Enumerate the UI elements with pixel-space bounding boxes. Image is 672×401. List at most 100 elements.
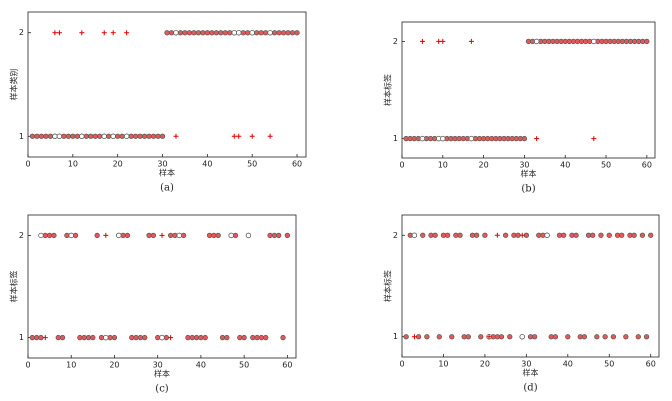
- circle-marker: [241, 334, 247, 341]
- x-tick-label: 0: [399, 360, 404, 369]
- circle-marker: [594, 334, 600, 340]
- circle-marker: [92, 133, 98, 139]
- circle-marker: [561, 232, 567, 238]
- x-tick-label: 50: [604, 360, 614, 369]
- circle-marker: [219, 334, 226, 341]
- circle-marker: [643, 334, 650, 340]
- plus-marker: [231, 133, 237, 139]
- circle-marker: [473, 232, 480, 238]
- circle-marker: [519, 334, 525, 340]
- circle-marker: [29, 133, 36, 139]
- circle-marker: [43, 133, 49, 139]
- circle-marker: [155, 334, 161, 341]
- y-tick-label: 2: [393, 231, 398, 240]
- circle-marker: [59, 334, 66, 341]
- x-tick-label: 10: [438, 360, 448, 369]
- circle-marker: [77, 334, 83, 341]
- circle-marker: [276, 30, 282, 36]
- x-tick-label: 0: [25, 160, 30, 169]
- circle-marker: [523, 232, 530, 238]
- circle-marker: [111, 334, 118, 341]
- circle-marker: [232, 232, 239, 239]
- circle-marker: [449, 334, 455, 340]
- plot-frame: [401, 214, 660, 358]
- x-tick-label: 40: [563, 360, 573, 369]
- circle-marker: [81, 334, 87, 341]
- circle-marker: [436, 334, 442, 340]
- y-tick-label: 1: [393, 332, 398, 341]
- circle-marker: [602, 334, 608, 340]
- plus-marker: [440, 38, 446, 44]
- circle-marker: [245, 232, 252, 239]
- circle-marker: [635, 334, 641, 340]
- circle-marker: [478, 334, 484, 340]
- circle-marker: [202, 334, 208, 341]
- plot-frame: [27, 11, 307, 158]
- circle-marker: [403, 334, 409, 340]
- plus-marker: [519, 232, 525, 238]
- circle-marker: [116, 232, 122, 239]
- circle-marker: [98, 334, 105, 341]
- circle-marker: [213, 30, 219, 36]
- circle-marker: [34, 133, 40, 139]
- circle-marker: [123, 133, 130, 139]
- circle-marker: [146, 232, 152, 239]
- circle-marker: [107, 334, 113, 341]
- circle-marker: [186, 30, 193, 36]
- x-axis-label: 样本: [523, 368, 539, 378]
- circle-marker: [211, 232, 217, 239]
- circle-marker: [120, 232, 126, 239]
- circle-marker: [65, 133, 72, 139]
- plus-marker: [168, 335, 174, 341]
- circle-marker: [209, 30, 215, 36]
- circle-marker: [56, 133, 63, 139]
- y-axis-label: 样本标签: [383, 270, 393, 302]
- circle-marker: [619, 232, 625, 238]
- plus-marker: [419, 38, 425, 44]
- y-tick-label: 2: [19, 231, 24, 240]
- circle-marker: [289, 30, 296, 36]
- circle-marker: [258, 334, 265, 341]
- circle-marker: [33, 334, 40, 341]
- plus-marker: [486, 334, 492, 340]
- x-axis-label: 样本: [521, 169, 537, 179]
- plot-frame: [401, 21, 656, 159]
- plus-marker: [173, 133, 179, 139]
- circle-marker: [267, 232, 273, 239]
- plus-marker: [103, 232, 109, 238]
- y-tick-label: 1: [393, 134, 398, 143]
- circle-marker: [176, 232, 182, 239]
- caption: (c): [155, 384, 169, 395]
- circle-marker: [590, 232, 596, 238]
- x-tick-label: 20: [113, 160, 123, 169]
- circle-marker: [97, 133, 103, 139]
- circle-marker: [581, 334, 588, 340]
- circle-marker: [631, 232, 637, 238]
- circle-marker: [206, 232, 213, 239]
- x-axis-label: 样本: [159, 168, 175, 178]
- circle-marker: [29, 334, 35, 341]
- circle-marker: [231, 30, 237, 36]
- circle-marker: [502, 232, 509, 238]
- x-axis-label: 样本: [154, 369, 170, 379]
- circle-marker: [159, 133, 166, 139]
- circle-marker: [61, 133, 67, 139]
- circle-marker: [51, 232, 57, 239]
- x-tick-label: 50: [601, 161, 611, 170]
- circle-marker: [128, 133, 134, 139]
- circle-marker: [133, 334, 139, 341]
- circle-marker: [271, 30, 278, 36]
- x-tick-label: 30: [519, 161, 529, 170]
- caption: (b): [521, 184, 535, 195]
- circle-marker: [224, 334, 230, 341]
- y-tick-label: 2: [393, 37, 398, 46]
- circle-marker: [411, 232, 418, 238]
- y-tick-label: 1: [19, 333, 24, 342]
- circle-marker: [68, 232, 74, 239]
- x-tick-label: 0: [25, 361, 30, 370]
- x-tick-label: 60: [646, 360, 656, 369]
- circle-marker: [284, 232, 291, 239]
- circle-marker: [119, 133, 125, 139]
- circle-marker: [141, 133, 148, 139]
